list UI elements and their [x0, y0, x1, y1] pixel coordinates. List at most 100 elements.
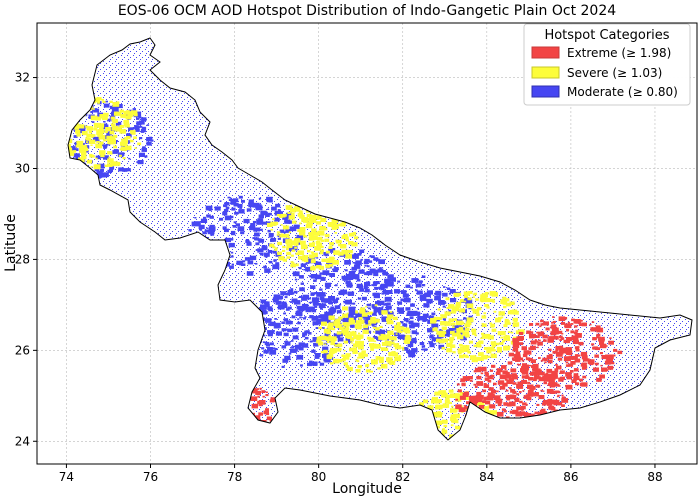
hotspot-severe — [496, 348, 503, 353]
hotspot-extreme — [468, 376, 473, 380]
hotspot-extreme — [493, 390, 497, 393]
hotspot-moderate — [94, 139, 97, 141]
hotspot-extreme — [601, 355, 608, 360]
hotspot-moderate — [264, 301, 270, 306]
hotspot-moderate — [411, 348, 418, 353]
hotspot-moderate — [409, 316, 414, 320]
hotspot-extreme — [563, 356, 571, 362]
hotspot-severe — [473, 344, 478, 348]
hotspot-extreme — [262, 395, 265, 398]
hotspot-extreme — [476, 375, 482, 380]
hotspot-severe — [489, 410, 495, 414]
hotspot-severe — [310, 266, 316, 270]
hotspot-severe — [495, 318, 501, 323]
hotspot-severe — [270, 245, 273, 247]
hotspot-severe — [325, 264, 331, 268]
hotspot-moderate — [330, 306, 334, 309]
hotspot-moderate — [415, 332, 419, 335]
hotspot-severe — [352, 350, 358, 354]
hotspot-moderate — [447, 329, 450, 332]
hotspot-moderate — [324, 311, 331, 316]
hotspot-extreme — [535, 322, 540, 326]
hotspot-severe — [392, 316, 398, 321]
hotspot-extreme — [534, 370, 541, 376]
hotspot-severe — [374, 327, 380, 331]
hotspot-severe — [435, 414, 439, 418]
hotspot-severe — [325, 336, 333, 342]
hotspot-severe — [342, 313, 349, 318]
hotspot-severe — [334, 232, 337, 234]
hotspot-severe — [343, 340, 348, 344]
hotspot-moderate — [74, 148, 79, 151]
hotspot-moderate — [277, 304, 285, 310]
hotspot-severe — [402, 348, 405, 351]
hotspot-severe — [91, 134, 96, 137]
hotspot-severe — [366, 336, 371, 340]
hotspot-moderate — [326, 273, 331, 276]
hotspot-extreme — [542, 390, 545, 392]
hotspot-severe — [359, 355, 365, 359]
hotspot-extreme — [474, 367, 482, 373]
hotspot-severe — [330, 347, 336, 352]
hotspot-moderate — [378, 300, 385, 306]
hotspot-severe — [345, 334, 351, 339]
hotspot-severe — [326, 258, 334, 264]
hotspot-extreme — [557, 357, 563, 361]
hotspot-moderate — [364, 265, 367, 267]
hotspot-moderate — [410, 310, 418, 316]
hotspot-severe — [463, 295, 468, 298]
hotspot-extreme — [574, 358, 581, 363]
hotspot-extreme — [251, 390, 256, 394]
hotspot-moderate — [230, 251, 234, 254]
hotspot-moderate — [239, 206, 243, 209]
hotspot-severe — [358, 320, 362, 323]
hotspot-severe — [332, 260, 339, 265]
hotspot-moderate — [253, 229, 256, 232]
hotspot-extreme — [539, 371, 545, 376]
hotspot-moderate — [415, 283, 422, 288]
hotspot-severe — [468, 340, 473, 344]
hotspot-severe — [451, 305, 455, 308]
hotspot-severe — [500, 316, 504, 319]
hotspot-extreme — [563, 317, 568, 320]
hotspot-severe — [483, 406, 489, 410]
hotspot-severe — [351, 232, 357, 236]
hotspot-moderate — [352, 274, 360, 279]
hotspot-moderate — [346, 338, 352, 343]
hotspot-extreme — [546, 355, 553, 360]
y-tick-label: 26 — [15, 343, 30, 357]
hotspot-extreme — [455, 404, 462, 409]
hotspot-extreme — [533, 378, 537, 382]
hotspot-extreme — [534, 411, 539, 415]
hotspot-extreme — [485, 400, 491, 405]
hotspot-moderate — [415, 289, 418, 292]
hotspot-extreme — [532, 367, 538, 372]
hotspot-severe — [337, 359, 343, 363]
hotspot-severe — [300, 244, 308, 250]
hotspot-severe — [398, 326, 404, 330]
hotspot-extreme — [506, 379, 513, 384]
hotspot-moderate — [422, 316, 427, 321]
hotspot-extreme — [478, 405, 485, 409]
hotspot-moderate — [318, 361, 321, 364]
hotspot-moderate — [260, 304, 267, 310]
hotspot-moderate — [275, 262, 280, 265]
hotspot-severe — [134, 147, 137, 149]
hotspot-extreme — [455, 398, 458, 401]
hotspot-severe — [456, 320, 463, 326]
hotspot-moderate — [137, 160, 144, 165]
hotspot-severe — [438, 332, 445, 337]
hotspot-severe — [370, 343, 377, 348]
hotspot-moderate — [428, 315, 435, 320]
hotspot-extreme — [468, 395, 476, 401]
hotspot-severe — [459, 346, 463, 349]
hotspot-moderate — [447, 335, 450, 337]
hotspot-severe — [90, 135, 94, 138]
hotspot-moderate — [140, 130, 145, 133]
hotspot-extreme — [560, 337, 565, 340]
hotspot-severe — [504, 335, 510, 339]
hotspot-extreme — [526, 330, 531, 334]
hotspot-severe — [298, 255, 304, 260]
hotspot-severe — [113, 145, 117, 149]
hotspot-moderate — [397, 301, 403, 305]
